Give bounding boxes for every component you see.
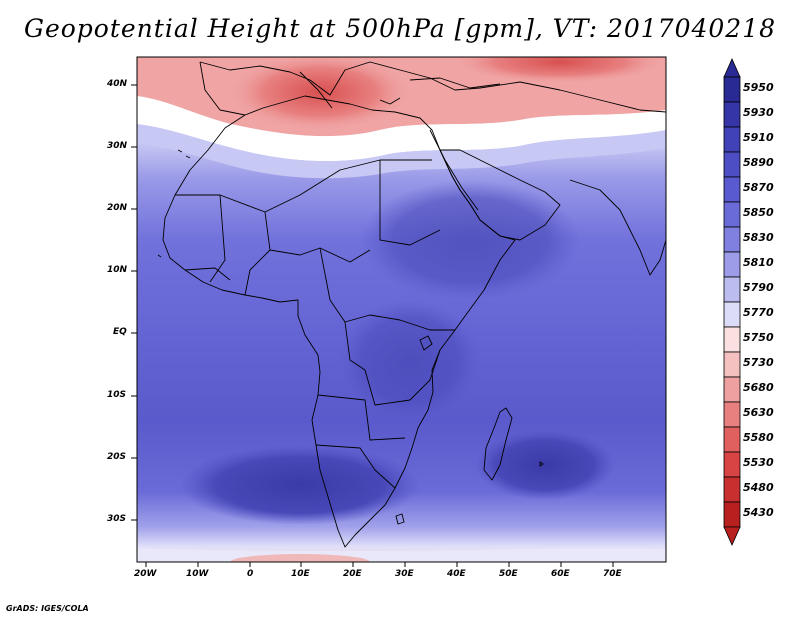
chart-title: Geopotential Height at 500hPa [gpm], VT:…: [23, 14, 777, 43]
lon-tick-label: 20W: [134, 569, 157, 579]
colorbar-swatch: [723, 401, 741, 428]
lon-tick-label: 10E: [291, 569, 310, 579]
lat-tick-label: EQ: [113, 327, 127, 337]
colorbar-swatch: [723, 376, 741, 403]
colorbar-label: 5680: [743, 381, 774, 394]
lon-tick-label: 20E: [343, 569, 362, 579]
lon-tick-label: 30E: [395, 569, 414, 579]
colorbar-swatch: [723, 351, 741, 378]
colorbar-swatch: [723, 426, 741, 453]
colorbar-swatch: [723, 76, 741, 103]
lat-tick-label: 20S: [107, 452, 127, 462]
colorbar-swatch: [723, 501, 741, 528]
lon-tick-label: 10W: [186, 569, 209, 579]
lon-tick-label: 40E: [447, 569, 466, 579]
field-shading: [137, 57, 666, 562]
colorbar-swatch: [723, 176, 741, 203]
colorbar-label: 5750: [743, 331, 774, 344]
colorbar-swatch: [723, 451, 741, 478]
axis-ticks: [131, 84, 614, 567]
lat-tick-label: 10N: [107, 265, 128, 275]
lat-tick-label: 40N: [107, 79, 128, 89]
colorbar-label: 5870: [743, 181, 774, 194]
colorbar: [723, 58, 741, 546]
colorbar-label: 5790: [743, 281, 774, 294]
colorbar-arrow-bottom: [723, 526, 741, 546]
colorbar-label: 5480: [743, 481, 774, 494]
colorbar-label: 5950: [743, 81, 774, 94]
colorbar-label: 5850: [743, 206, 774, 219]
colorbar-swatch: [723, 101, 741, 128]
colorbar-label: 5530: [743, 456, 774, 469]
colorbar-label: 5930: [743, 106, 774, 119]
colorbar-label: 5770: [743, 306, 774, 319]
colorbar-swatch: [723, 301, 741, 328]
colorbar-label: 5730: [743, 356, 774, 369]
colorbar-swatch: [723, 151, 741, 178]
coastlines: [157, 61, 666, 548]
colorbar-swatch: [723, 201, 741, 228]
lat-tick-label: 20N: [107, 203, 128, 213]
colorbar-label: 5630: [743, 406, 774, 419]
colorbar-swatch: [723, 251, 741, 278]
grads-credit: GrADS: IGES/COLA: [6, 604, 89, 613]
colorbar-swatch: [723, 276, 741, 303]
lon-tick-label: 70E: [603, 569, 622, 579]
colorbar-label: 5580: [743, 431, 774, 444]
colorbar-arrow-top: [723, 58, 741, 78]
colorbar-label: 5830: [743, 231, 774, 244]
plot-frame: [136, 56, 667, 563]
colorbar-swatch: [723, 126, 741, 153]
colorbar-label: 5890: [743, 156, 774, 169]
lon-tick-label: 60E: [551, 569, 570, 579]
colorbar-label: 5910: [743, 131, 774, 144]
lon-tick-label: 50E: [499, 569, 518, 579]
lat-tick-label: 30N: [107, 141, 128, 151]
colorbar-swatch: [723, 476, 741, 503]
colorbar-swatch: [723, 226, 741, 253]
colorbar-label: 5810: [743, 256, 774, 269]
lon-tick-label: 0: [247, 569, 254, 579]
colorbar-swatch: [723, 326, 741, 353]
lat-tick-label: 10S: [107, 390, 127, 400]
colorbar-label: 5430: [743, 506, 774, 519]
lat-tick-label: 30S: [107, 514, 127, 524]
